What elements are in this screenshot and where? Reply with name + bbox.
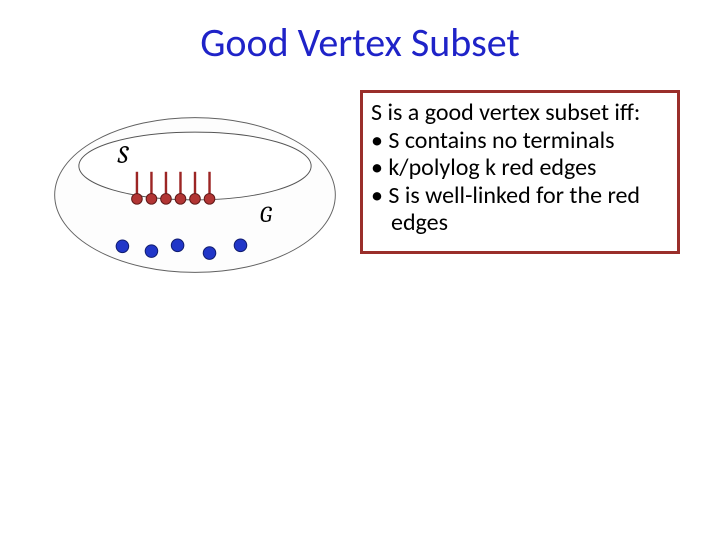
- slide: Good Vertex Subset: [0, 0, 720, 540]
- definition-heading: S is a good vertex subset iff:: [371, 99, 669, 127]
- slide-title: Good Vertex Subset: [0, 18, 720, 67]
- definition-bullet: k/polylog k red edges: [371, 154, 669, 182]
- diagram-svg: S G: [45, 95, 345, 295]
- label-S: S: [117, 141, 130, 170]
- definition-bullet: S contains no terminals: [371, 127, 669, 155]
- definition-bullet: S is well-linked for the red edges: [371, 182, 669, 237]
- label-G: G: [260, 201, 273, 228]
- vertex-diagram: S G: [45, 95, 345, 295]
- definition-box: S is a good vertex subset iff: S contain…: [360, 90, 680, 254]
